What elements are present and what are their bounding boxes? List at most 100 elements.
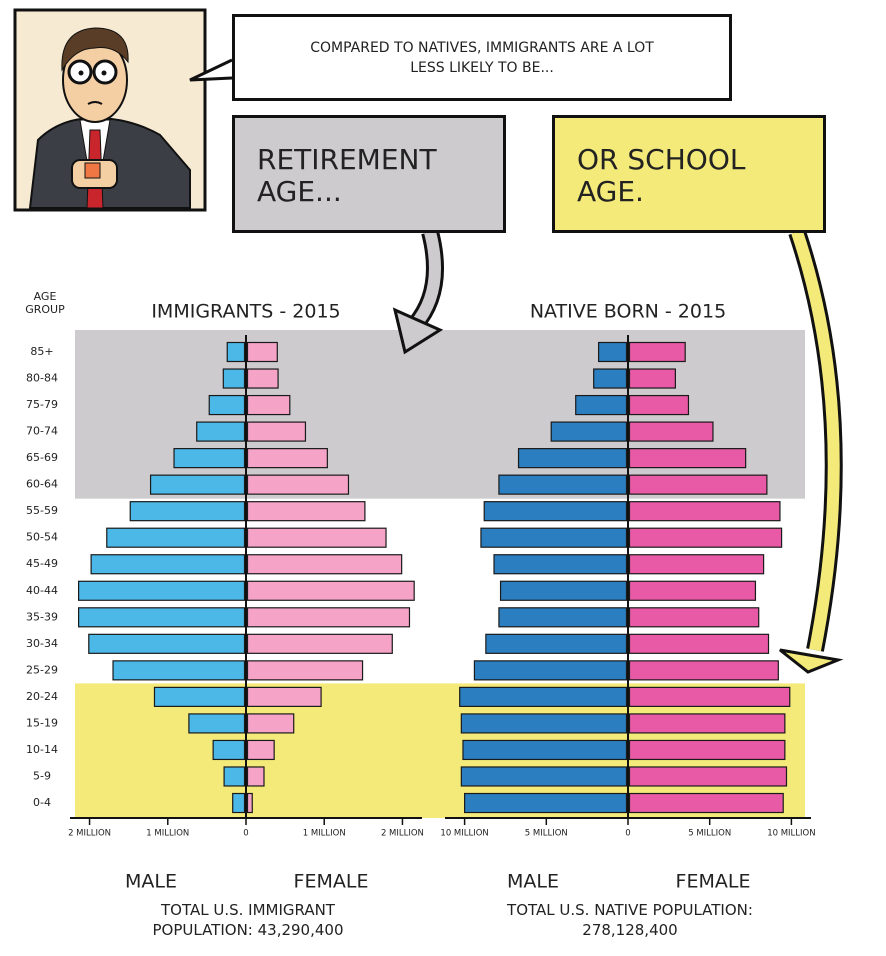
bar [460,766,628,787]
chart-title: NATIVE BORN - 2015 [530,301,726,323]
bar [246,660,364,681]
yellow-arrow [779,229,844,674]
bar [628,739,786,761]
legend-label: MALE [125,871,177,893]
bar [246,368,279,389]
retirement-band [75,330,805,499]
bar [628,448,747,469]
bar [88,633,246,654]
y-tick-label: 30-34 [26,637,58,650]
x-tick-label: 2 MILLION [68,829,111,839]
bar [628,341,686,363]
bar [196,421,246,442]
bar [246,766,265,787]
x-tick-label: 0 [243,829,248,839]
bar [246,527,387,548]
bar [628,607,760,628]
legend-label: MALE [507,871,559,893]
bar [628,421,714,442]
bar [459,686,628,707]
y-tick-label: 75-79 [26,398,58,411]
speech-tail [189,58,233,82]
plot: 85+ 80-84 75-79 70-74 65-69 60-64 55-59 50-54 45… [26,301,816,893]
y-tick-label: 80-84 [26,372,58,385]
x-tick-label: 5 MILLION [525,829,568,839]
school-text: OR SCHOOL AGE. [577,143,746,208]
y-tick-label: 50-54 [26,531,58,544]
total-note: TOTAL U.S. IMMIGRANT POPULATION: 43,290,… [152,901,344,939]
bar [628,394,690,416]
bar [129,501,246,522]
bar [628,766,788,787]
bar [517,448,628,469]
bar [246,633,393,654]
bar [246,739,275,761]
y-axis-label: AGE GROUP [25,290,65,316]
bar [246,341,278,363]
y-tick-label: 15-19 [26,716,58,729]
x-tick-label: 1 MILLION [303,829,346,839]
bar [628,686,791,707]
speech-text: COMPARED TO NATIVES, IMMIGRANTS ARE A LO… [310,39,654,76]
y-tick-label: 20-24 [26,690,58,703]
bar [550,421,628,442]
y-tick-label: 85+ [30,345,53,358]
x-tick-label: 10 MILLION [440,829,488,839]
bar [464,792,628,814]
bar [246,792,253,814]
bar [226,341,246,363]
y-tick-label: 0-4 [33,796,51,809]
bar [90,554,246,575]
bar [153,686,246,707]
bar [173,448,246,469]
school-box: OR SCHOOL AGE. [552,115,826,233]
y-tick-label: 45-49 [26,557,58,570]
bar [593,368,628,389]
x-tick-label: 5 MILLION [688,829,731,839]
bar [493,554,628,575]
bar [498,607,628,628]
bar [628,660,779,681]
bar [628,368,676,389]
bar [208,394,246,416]
bar [78,580,246,601]
x-tick-label: 2 MILLION [381,829,424,839]
bar [246,686,322,707]
x-tick-label: 0 [625,829,630,839]
gray-arrow [392,229,444,355]
y-tick-label: 40-44 [26,584,58,597]
portrait [13,8,207,212]
y-tick-label: 60-64 [26,478,58,491]
bar [628,713,786,734]
bar [460,713,628,734]
bar [499,580,628,601]
bar [112,660,246,681]
bar [628,474,768,495]
bar [246,501,366,522]
total-note: TOTAL U.S. NATIVE POPULATION: 278,128,40… [507,901,753,939]
bar [149,474,246,495]
bar [483,501,628,522]
y-tick-label: 5-9 [33,769,51,782]
x-tick-label: 10 MILLION [767,829,815,839]
bar [232,792,246,814]
y-tick-label: 55-59 [26,504,58,517]
bar [246,448,328,469]
bar [78,607,246,628]
legend-label: FEMALE [294,871,369,893]
speech-box: COMPARED TO NATIVES, IMMIGRANTS ARE A LO… [232,14,732,101]
y-tick-label: 65-69 [26,451,58,464]
bar [485,633,628,654]
bar [628,633,770,654]
retirement-text: RETIREMENT AGE... [257,143,437,208]
bar [628,501,781,522]
bar [246,421,307,442]
bar [212,739,246,761]
y-tick-label: 35-39 [26,610,58,623]
bar [222,368,246,389]
bar [575,394,628,416]
bar [462,739,628,761]
bar [628,527,783,548]
legend-label: FEMALE [676,871,751,893]
chart-title: IMMIGRANTS - 2015 [151,301,340,323]
